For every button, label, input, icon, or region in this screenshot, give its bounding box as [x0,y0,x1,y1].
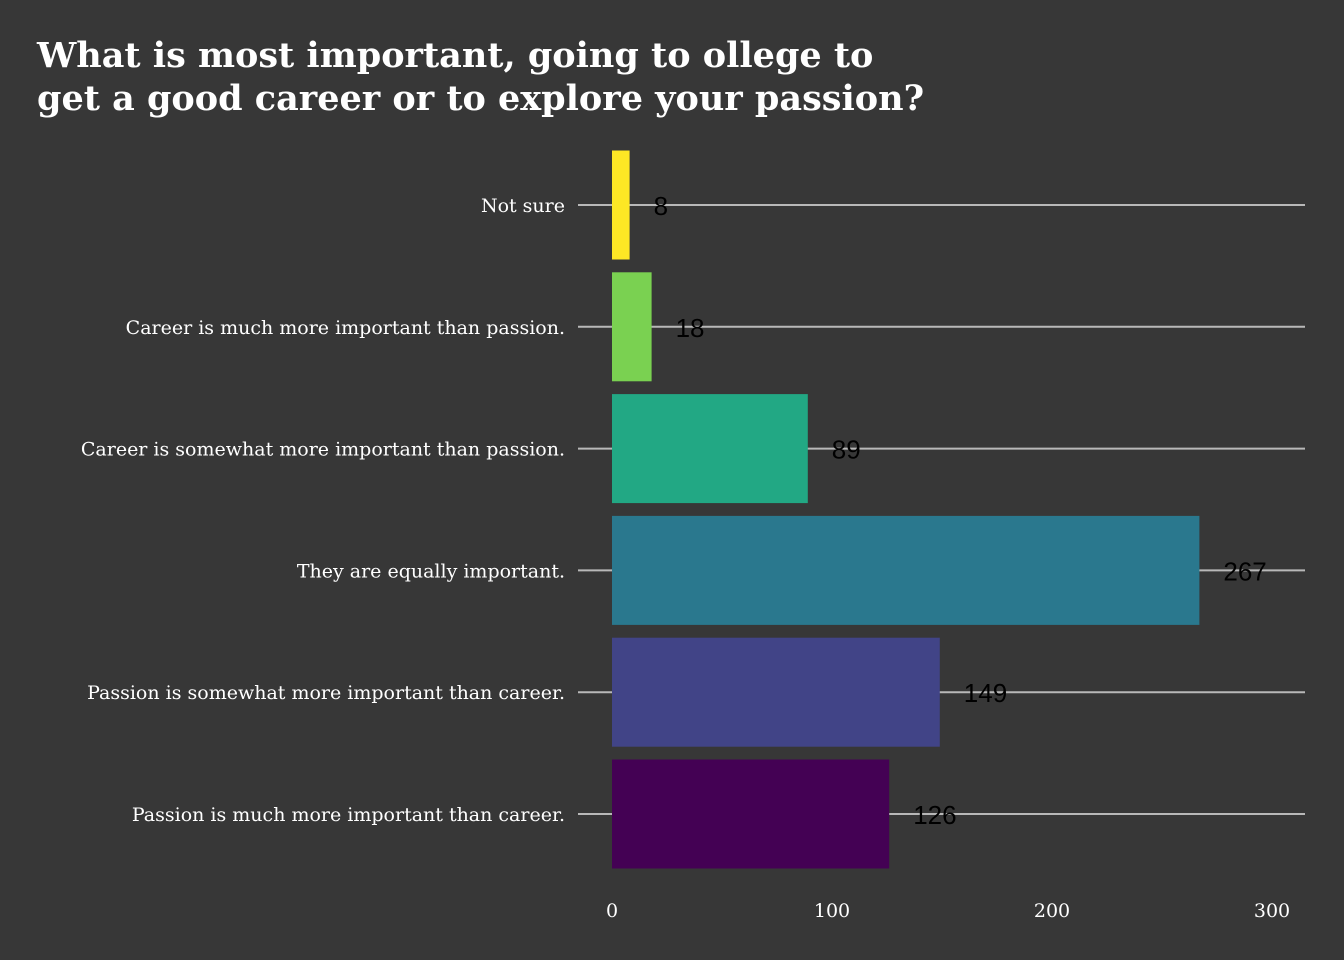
x-tick-label: 200 [1034,900,1070,922]
bars [612,150,1200,869]
bar [612,637,940,747]
chart-title-line-2: get a good career or to explore your pas… [37,78,924,119]
category-label: Career is much more important than passi… [126,317,565,339]
x-tick-label: 0 [606,900,618,922]
category-label: Not sure [481,195,565,217]
bar [612,515,1200,625]
data-labels: 8 18 89 267 149 126 [654,191,1267,830]
bar [612,150,630,260]
x-tick-label: 300 [1254,900,1290,922]
category-label: Passion is much more important than care… [132,804,565,826]
category-axis: Not sure Career is much more important th… [81,195,565,826]
category-label: They are equally important. [297,560,565,582]
data-label: 126 [913,800,956,830]
chart-title-line-1: What is most important, going to ollege … [36,35,873,76]
bar [612,272,652,382]
value-axis: 0 100 200 300 [606,900,1290,922]
category-label: Career is somewhat more important than p… [81,439,565,461]
data-label: 267 [1223,556,1266,586]
x-tick-label: 100 [814,900,850,922]
chart-title: What is most important, going to ollege … [36,35,924,119]
data-label: 149 [964,678,1007,708]
bar [612,394,808,504]
category-label: Passion is somewhat more important than … [87,682,565,704]
bar [612,759,890,869]
data-label: 89 [832,435,861,465]
data-label: 8 [654,191,668,221]
data-label: 18 [676,313,705,343]
